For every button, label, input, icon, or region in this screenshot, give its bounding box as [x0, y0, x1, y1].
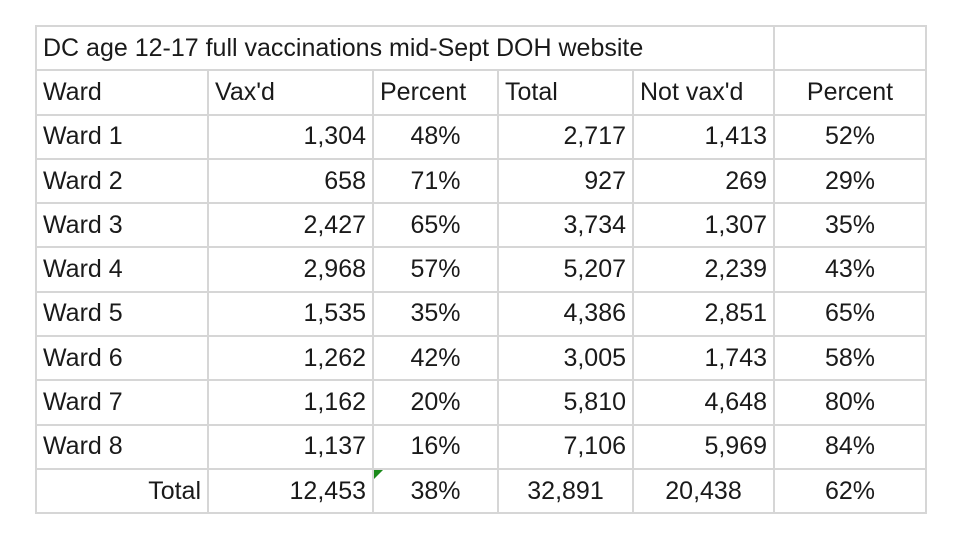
cell-vaxd[interactable]: 2,968	[207, 246, 374, 293]
cell-not-vaxd-percent[interactable]: 84%	[773, 423, 927, 470]
cell-ward[interactable]: Ward 7	[35, 379, 209, 426]
cell-percent[interactable]: 48%	[372, 113, 499, 160]
cell-total[interactable]: 2,717	[497, 113, 634, 160]
cell-vaxd[interactable]: 1,535	[207, 290, 374, 338]
cell-percent[interactable]: 35%	[372, 290, 499, 338]
table-row: Ward 6 1,262 42% 3,005 1,743 58%	[35, 335, 927, 382]
cell-ward[interactable]: Ward 3	[35, 202, 209, 249]
cell-vaxd[interactable]: 1,162	[207, 379, 374, 426]
cell-total[interactable]: 5,810	[497, 379, 634, 426]
total-percent[interactable]: 38%	[372, 467, 499, 515]
cell-not-vaxd[interactable]: 1,743	[632, 335, 775, 382]
cell-total[interactable]: 7,106	[497, 423, 634, 470]
table-row: Ward 7 1,162 20% 5,810 4,648 80%	[35, 379, 927, 426]
header-row: Ward Vax'd Percent Total Not vax'd Perce…	[35, 69, 927, 116]
cell-ward[interactable]: Ward 5	[35, 290, 209, 338]
table-row: Ward 2 658 71% 927 269 29%	[35, 157, 927, 205]
cell-vaxd[interactable]: 2,427	[207, 202, 374, 249]
cell-percent[interactable]: 20%	[372, 379, 499, 426]
header-percent[interactable]: Percent	[372, 69, 499, 116]
total-not-vaxd[interactable]: 20,438	[632, 467, 775, 515]
cell-percent[interactable]: 71%	[372, 157, 499, 205]
total-vaxd[interactable]: 12,453	[207, 467, 374, 515]
table-row: Ward 4 2,968 57% 5,207 2,239 43%	[35, 246, 927, 293]
table-row: Ward 3 2,427 65% 3,734 1,307 35%	[35, 202, 927, 249]
cell-vaxd[interactable]: 658	[207, 157, 374, 205]
header-not-vaxd[interactable]: Not vax'd	[632, 69, 775, 116]
cell-ward[interactable]: Ward 1	[35, 113, 209, 160]
cell-not-vaxd[interactable]: 1,413	[632, 113, 775, 160]
cell-not-vaxd[interactable]: 4,648	[632, 379, 775, 426]
table-row: Ward 8 1,137 16% 7,106 5,969 84%	[35, 423, 927, 470]
total-not-vaxd-percent[interactable]: 62%	[773, 467, 927, 515]
table-row: Ward 1 1,304 48% 2,717 1,413 52%	[35, 113, 927, 160]
header-total[interactable]: Total	[497, 69, 634, 116]
cell-total[interactable]: 4,386	[497, 290, 634, 338]
cell-percent[interactable]: 65%	[372, 202, 499, 249]
total-row: Total 12,453 38% 32,891 20,438 62%	[35, 467, 927, 515]
cell-not-vaxd-percent[interactable]: 35%	[773, 202, 927, 249]
cell-not-vaxd[interactable]: 269	[632, 157, 775, 205]
header-vaxd[interactable]: Vax'd	[207, 69, 374, 116]
cell-ward[interactable]: Ward 6	[35, 335, 209, 382]
table-row: Ward 5 1,535 35% 4,386 2,851 65%	[35, 290, 927, 338]
cell-vaxd[interactable]: 1,137	[207, 423, 374, 470]
cell-not-vaxd[interactable]: 2,239	[632, 246, 775, 293]
cell-total[interactable]: 927	[497, 157, 634, 205]
cell-not-vaxd[interactable]: 5,969	[632, 423, 775, 470]
cell-not-vaxd-percent[interactable]: 52%	[773, 113, 927, 160]
cell-not-vaxd-percent[interactable]: 58%	[773, 335, 927, 382]
cell-ward[interactable]: Ward 8	[35, 423, 209, 470]
cell-vaxd[interactable]: 1,304	[207, 113, 374, 160]
empty-cell[interactable]	[773, 24, 927, 72]
cell-total[interactable]: 3,005	[497, 335, 634, 382]
cell-percent[interactable]: 42%	[372, 335, 499, 382]
cell-not-vaxd-percent[interactable]: 29%	[773, 157, 927, 205]
cell-ward[interactable]: Ward 2	[35, 157, 209, 205]
cell-not-vaxd-percent[interactable]: 43%	[773, 246, 927, 293]
cell-total[interactable]: 5,207	[497, 246, 634, 293]
cell-vaxd[interactable]: 1,262	[207, 335, 374, 382]
cell-not-vaxd-percent[interactable]: 65%	[773, 290, 927, 338]
cell-percent[interactable]: 57%	[372, 246, 499, 293]
cell-not-vaxd[interactable]: 1,307	[632, 202, 775, 249]
title-row: DC age 12-17 full vaccinations mid-Sept …	[35, 24, 927, 72]
total-total[interactable]: 32,891	[497, 467, 634, 515]
vaccination-table: DC age 12-17 full vaccinations mid-Sept …	[35, 24, 927, 515]
cell-percent[interactable]: 16%	[372, 423, 499, 470]
table-title[interactable]: DC age 12-17 full vaccinations mid-Sept …	[35, 24, 775, 72]
cell-total[interactable]: 3,734	[497, 202, 634, 249]
header-not-vaxd-percent[interactable]: Percent	[773, 69, 927, 116]
total-ward[interactable]: Total	[35, 467, 209, 515]
cell-not-vaxd-percent[interactable]: 80%	[773, 379, 927, 426]
cell-ward[interactable]: Ward 4	[35, 246, 209, 293]
header-ward[interactable]: Ward	[35, 69, 209, 116]
cell-not-vaxd[interactable]: 2,851	[632, 290, 775, 338]
